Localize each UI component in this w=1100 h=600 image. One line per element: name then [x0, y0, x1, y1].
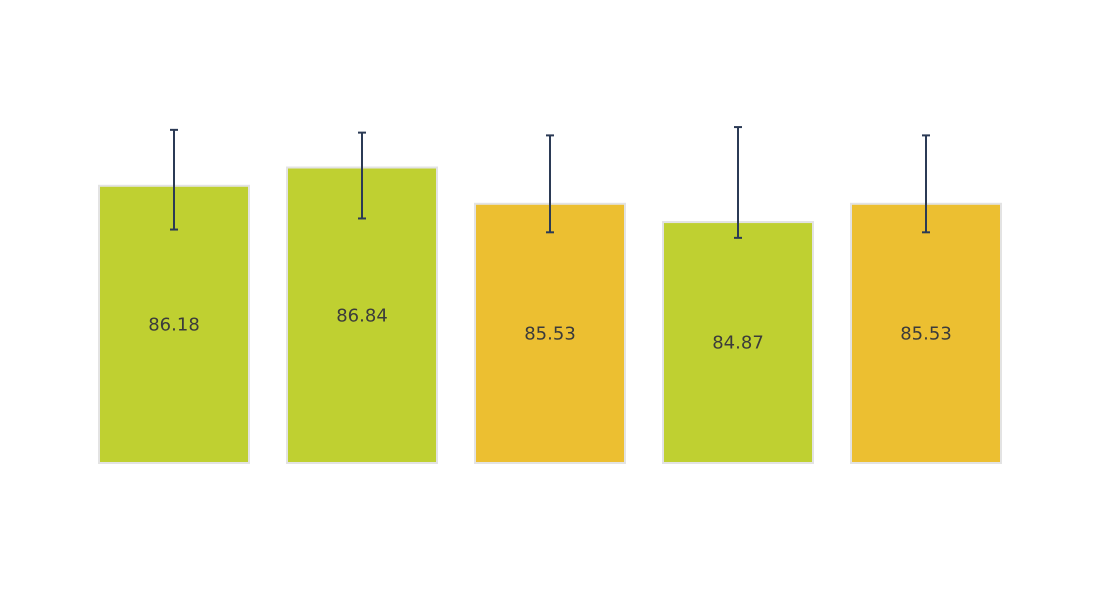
error-bar-2 [358, 131, 366, 220]
bar-value-label-3: 85.53 [524, 323, 576, 344]
bar-value-label-2: 86.84 [336, 305, 388, 326]
bar-5 [850, 202, 1002, 464]
bar-value-label-5: 85.53 [900, 323, 952, 344]
bar-value-label-1: 86.18 [148, 314, 200, 335]
error-bar-1 [170, 128, 178, 231]
error-bar-5 [922, 134, 930, 234]
error-bar-4 [734, 126, 742, 239]
error-bar-3 [546, 134, 554, 234]
bar-3 [474, 202, 626, 464]
bar-value-label-4: 84.87 [712, 333, 764, 354]
bar-4 [662, 221, 814, 464]
bar-1 [98, 184, 250, 464]
